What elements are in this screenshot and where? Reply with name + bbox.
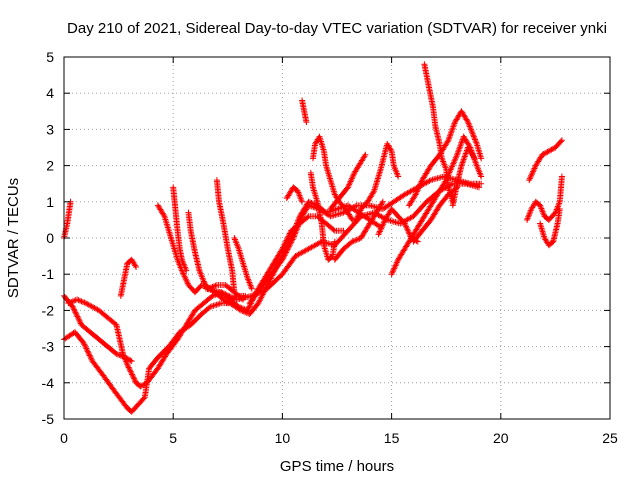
x-tick-label: 5: [169, 430, 177, 446]
data-arc-arc-11: [202, 180, 482, 303]
axis-ticks: 0 5 10 15 20 25 -5 -4 -3 -2 -1 0 1 2 3 4 5: [42, 49, 618, 446]
y-tick-label: 3: [46, 121, 54, 137]
x-tick-label: 20: [493, 430, 509, 446]
data-arc-arc-26: [526, 137, 565, 184]
data-arc-arc-10: [231, 235, 255, 292]
grid-lines: [64, 57, 610, 419]
y-tick-label: -5: [42, 411, 55, 427]
data-arc-arc-05: [117, 256, 140, 299]
y-tick-label: -1: [42, 266, 55, 282]
data-arc-arc-18: [351, 140, 402, 227]
x-axis-label: GPS time / hours: [280, 458, 394, 475]
data-arc-arc-09: [213, 177, 238, 296]
data-arc-arc-28: [537, 206, 563, 249]
chart-title: Day 210 of 2021, Sidereal Day-to-day VTE…: [67, 20, 607, 37]
data-arc-arc-14: [299, 97, 310, 126]
data-arc-arc-19: [331, 198, 386, 263]
y-axis-label: SDTVAR / TECUs: [5, 178, 22, 298]
y-tick-label: -2: [42, 302, 55, 318]
data-arc-arc-22: [406, 108, 485, 209]
data-arc-arc-25: [449, 144, 478, 209]
data-arc-arc-04: [65, 213, 347, 390]
data-arc-arc-13: [283, 184, 306, 205]
y-tick-label: 2: [46, 158, 54, 174]
data-markers: [61, 61, 565, 415]
data-arc-arc-16: [307, 169, 338, 263]
data-arc-arc-08: [185, 209, 247, 303]
data-arc-arc-21: [388, 133, 485, 278]
data-arc-arc-07: [170, 184, 190, 274]
y-tick-label: 4: [46, 85, 54, 101]
x-tick-label: 10: [275, 430, 291, 446]
y-tick-label: -3: [42, 339, 55, 355]
x-tick-label: 25: [602, 430, 618, 446]
data-arc-arc-23: [421, 61, 456, 205]
data-arc-arc-24: [410, 184, 461, 245]
y-tick-label: -4: [42, 375, 55, 391]
y-tick-label: 5: [46, 49, 54, 65]
data-arc-arc-17: [327, 151, 369, 213]
x-tick-label: 0: [60, 430, 68, 446]
data-arc-arc-27: [524, 173, 565, 223]
data-arc-arc-01: [61, 198, 74, 241]
y-tick-label: 0: [46, 230, 54, 246]
y-tick-label: 1: [46, 194, 54, 210]
x-tick-label: 15: [384, 430, 400, 446]
